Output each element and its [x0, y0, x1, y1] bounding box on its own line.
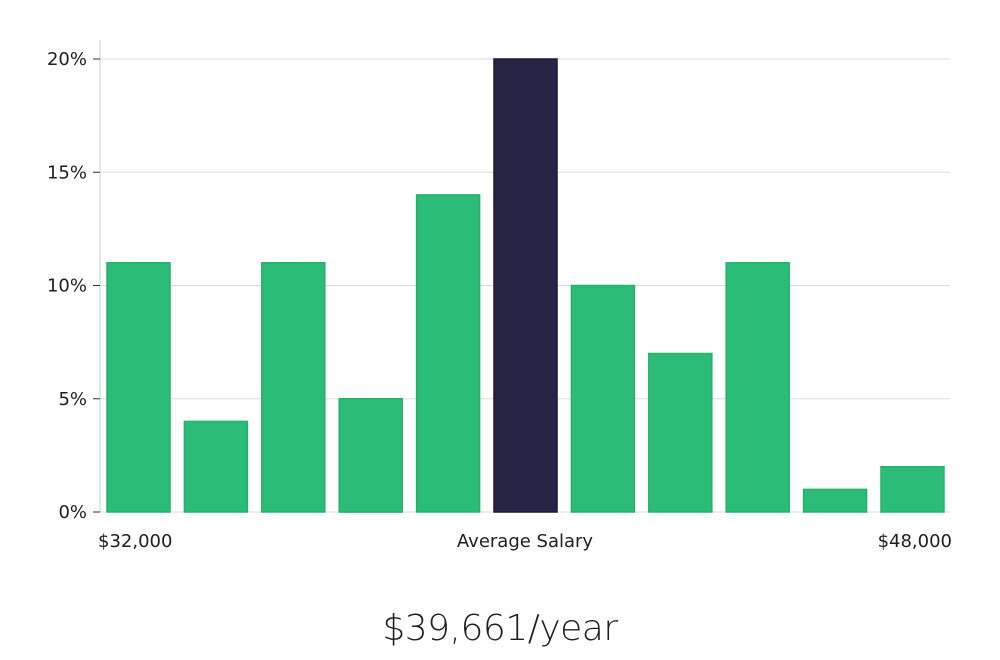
x-axis-label-min: $32,000 [98, 531, 172, 552]
y-tick-label: 5% [58, 389, 87, 410]
bar [261, 262, 326, 513]
x-axis-label-average: Average Salary [457, 531, 594, 552]
bar [648, 352, 713, 513]
bar-average-salary [493, 58, 558, 513]
label-layer: $32,000 Average Salary $48,000 [98, 531, 952, 552]
chart-svg: 0% 5% 10% 15% 20% $32,000 Average Salary $48… [47, 40, 952, 552]
bar [725, 262, 790, 513]
bar-layer [106, 58, 945, 513]
bar [183, 420, 249, 513]
bar [802, 488, 868, 513]
y-tick-label: 20% [47, 49, 87, 70]
y-tick-label: 10% [47, 276, 87, 297]
x-axis-label-max: $48,000 [878, 531, 952, 552]
bar [338, 398, 403, 513]
average-salary-value: $39,661/year [382, 608, 618, 649]
y-tick-label: 0% [58, 502, 87, 523]
bar [106, 262, 171, 513]
bar [415, 194, 481, 513]
y-tick-label: 15% [47, 162, 87, 183]
bar [570, 284, 636, 513]
bar [880, 465, 945, 513]
